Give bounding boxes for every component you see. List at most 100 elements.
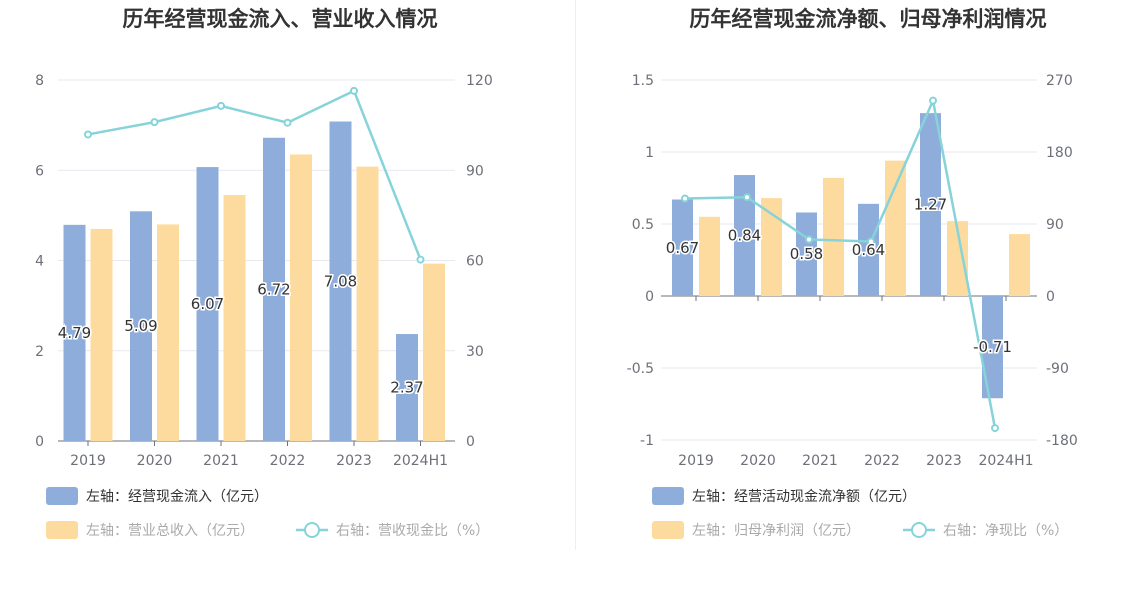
bar-secondary bbox=[699, 216, 720, 296]
bar-data-label: 6.07 bbox=[191, 295, 224, 313]
bar-primary bbox=[130, 211, 152, 441]
line-point bbox=[350, 86, 358, 95]
bar-data-label: 6.72 bbox=[257, 280, 290, 298]
left-axis-tick-label: 4 bbox=[35, 254, 44, 270]
right-axis-tick-label: 90 bbox=[1046, 217, 1064, 233]
legend-swatch-line-marker bbox=[304, 522, 320, 538]
line-point bbox=[150, 118, 159, 127]
bar-secondary bbox=[885, 160, 906, 296]
right-axis-tick-label: 30 bbox=[466, 344, 484, 360]
legend-label-secondary: 左轴：归母净利润（亿元） bbox=[692, 522, 860, 539]
bar-data-label: 1.27 bbox=[914, 196, 947, 214]
bar-data-label: 0.64 bbox=[852, 241, 885, 259]
line-point bbox=[991, 424, 999, 433]
bar-primary bbox=[329, 121, 352, 441]
legend-label-line: 右轴：净现比（%） bbox=[943, 523, 1068, 539]
bar-primary bbox=[858, 203, 879, 296]
legend-swatch-primary bbox=[652, 487, 684, 505]
x-axis-label: 2024H1 bbox=[978, 453, 1033, 469]
right-axis-tick-label: 270 bbox=[1046, 73, 1073, 89]
line-point bbox=[867, 237, 875, 246]
line-point bbox=[805, 235, 813, 244]
x-axis-label: 2019 bbox=[70, 453, 106, 469]
right-axis-tick-label: 90 bbox=[466, 163, 484, 179]
bar-primary bbox=[982, 296, 1003, 399]
legend-swatch-primary bbox=[46, 487, 78, 505]
x-axis-label: 2020 bbox=[137, 453, 173, 469]
chart-cash-inflow-revenue: 历年经营现金流入、营业收入情况 0 0 2 30 4 60 6 90 8 120 2019 2020 20… bbox=[35, 7, 493, 539]
bar-data-label: 0.58 bbox=[790, 245, 823, 263]
legend-label-primary: 左轴：经营现金流入（亿元） bbox=[86, 489, 268, 505]
x-axis-label: 2020 bbox=[740, 453, 776, 469]
bar-primary bbox=[396, 334, 418, 441]
bar-primary bbox=[734, 175, 755, 296]
left-axis-tick-label: 1 bbox=[645, 145, 654, 161]
bar-data-label: 0.84 bbox=[728, 227, 761, 245]
line-point bbox=[84, 130, 92, 139]
right-axis-tick-label: -180 bbox=[1046, 433, 1078, 449]
bar-primary bbox=[920, 113, 941, 297]
left-axis-tick-label: 0 bbox=[645, 289, 654, 305]
bar-data-label: 7.08 bbox=[324, 272, 357, 290]
right-axis-tick-label: 60 bbox=[466, 254, 484, 270]
bar-secondary bbox=[761, 198, 782, 296]
bar-secondary bbox=[90, 228, 113, 441]
line-series bbox=[684, 96, 997, 429]
right-axis-tick-label: 180 bbox=[1046, 145, 1073, 161]
bar-secondary bbox=[823, 177, 844, 296]
x-axis-label: 2022 bbox=[270, 453, 306, 469]
left-axis-tick-label: -1 bbox=[640, 433, 654, 449]
left-axis-tick-label: 0.5 bbox=[632, 217, 654, 233]
line-point bbox=[416, 255, 425, 264]
bar-primary bbox=[196, 167, 219, 441]
x-axis-label: 2021 bbox=[203, 453, 239, 469]
bar-primary bbox=[63, 224, 86, 441]
left-axis-tick-label: 2 bbox=[35, 344, 44, 360]
bar-secondary bbox=[290, 154, 312, 442]
left-axis-tick-label: 6 bbox=[35, 163, 44, 179]
bar-data-label: 0.67 bbox=[666, 239, 699, 257]
chart-net-cash-flow-profit: 历年经营现金流净额、归母净利润情况 -1 -180 -0.5 -90 0 0 0.5 90 1 18… bbox=[627, 7, 1078, 539]
left-axis-tick-label: 0 bbox=[35, 434, 44, 450]
bar-data-label: 2.37 bbox=[390, 379, 423, 397]
right-axis-tick-label: 0 bbox=[1046, 289, 1055, 305]
right-axis-tick-label: -90 bbox=[1046, 361, 1069, 377]
left-axis-tick-label: 8 bbox=[35, 73, 44, 89]
left-axis-tick-label: -0.5 bbox=[627, 361, 654, 377]
bar-primary bbox=[263, 137, 285, 441]
bar-secondary bbox=[423, 263, 445, 441]
bar-secondary bbox=[947, 221, 968, 296]
x-axis-label: 2023 bbox=[926, 453, 962, 469]
legend-label-line: 右轴：营收现金比（%） bbox=[336, 523, 489, 539]
bar-secondary bbox=[356, 166, 379, 441]
legend-swatch-secondary bbox=[46, 521, 78, 539]
left-axis-tick-label: 1.5 bbox=[632, 73, 654, 89]
line-point bbox=[283, 118, 292, 127]
bar-secondary bbox=[1009, 234, 1030, 296]
legend-label-secondary: 左轴：营业总收入（亿元） bbox=[86, 523, 254, 539]
x-axis-label: 2024H1 bbox=[393, 453, 448, 469]
legend-label-primary: 左轴：经营活动现金流净额（亿元） bbox=[692, 489, 916, 505]
bar-data-label: -0.71 bbox=[973, 338, 1012, 356]
x-axis-label: 2021 bbox=[802, 453, 838, 469]
line-point bbox=[743, 193, 751, 202]
line-series bbox=[87, 89, 422, 261]
right-axis-tick-label: 120 bbox=[466, 73, 493, 89]
right-axis-tick-label: 0 bbox=[466, 434, 475, 450]
panel-divider bbox=[575, 0, 576, 550]
bar-data-label: 4.79 bbox=[58, 324, 91, 342]
chart-panel-cash-inflow: 历年经营现金流入、营业收入情况 0 0 2 30 4 60 6 90 8 120 2019 2020 20… bbox=[0, 0, 574, 589]
line-point bbox=[681, 194, 689, 203]
x-axis-label: 2022 bbox=[864, 453, 900, 469]
line-point bbox=[929, 96, 937, 105]
chart-title: 历年经营现金流净额、归母净利润情况 bbox=[690, 7, 1047, 31]
x-axis-label: 2019 bbox=[678, 453, 714, 469]
line-point bbox=[217, 101, 225, 110]
chart-panel-net-cash-flow: 历年经营现金流净额、归母净利润情况 -1 -180 -0.5 -90 0 0 0.5 90 1 18… bbox=[577, 0, 1147, 589]
bar-data-label: 5.09 bbox=[124, 317, 157, 335]
bar-secondary bbox=[223, 195, 246, 441]
chart-title: 历年经营现金流入、营业收入情况 bbox=[123, 7, 438, 31]
bar-primary bbox=[672, 199, 693, 296]
legend-swatch-secondary bbox=[652, 521, 684, 539]
bar-secondary bbox=[157, 224, 179, 441]
